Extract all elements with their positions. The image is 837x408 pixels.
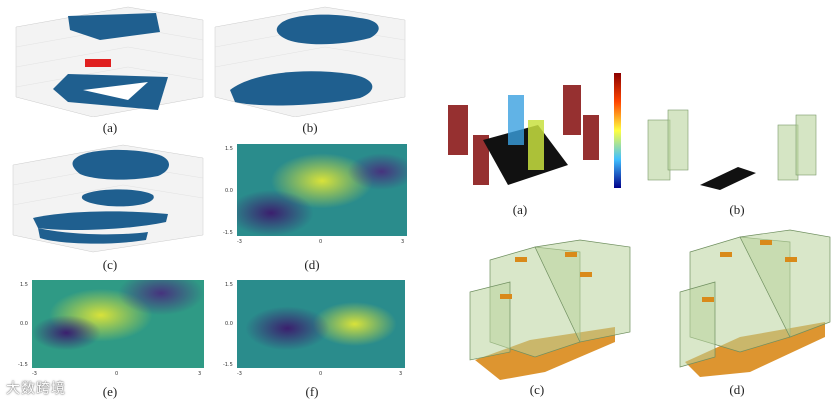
right-caption-b: (b) [729, 202, 745, 217]
svg-text:-1.5: -1.5 [18, 362, 28, 368]
right-panel-b-plot [647, 109, 817, 190]
left-caption-a: (a) [102, 120, 118, 135]
lower-blob [230, 71, 373, 106]
right-panel-d [640, 222, 835, 380]
right-caption-d: (d) [729, 382, 745, 397]
left-panel-a [8, 2, 208, 117]
svg-text:3: 3 [198, 371, 201, 377]
left-panel-e-heatmap: 1.5 0.0 -1.5 -3 0 3 [18, 280, 204, 377]
left-panel-f-heatmap: 1.5 0.0 -1.5 -3 0 3 [223, 280, 405, 377]
svg-text:3: 3 [399, 371, 402, 377]
upper-blob [276, 14, 379, 45]
left-panel-d: 1.5 0.0 -1.5 -3 0 3 [215, 142, 410, 255]
svg-text:3: 3 [401, 239, 404, 245]
right-panel-d-plot [679, 229, 831, 377]
svg-text:0: 0 [319, 371, 322, 377]
svg-text:0: 0 [115, 371, 118, 377]
left-caption-f: (f) [305, 384, 319, 399]
svg-text:0: 0 [319, 239, 322, 245]
upper-blob [68, 13, 160, 40]
red-block [85, 59, 111, 67]
left-panel-c-plot [12, 144, 204, 253]
watermark-text: 大数跨境 [6, 381, 66, 397]
left-panel-e: 1.5 0.0 -1.5 -3 0 3 [10, 278, 210, 383]
right-panel-c-plot [469, 239, 631, 380]
svg-text:0.0: 0.0 [20, 321, 28, 327]
svg-text:-3: -3 [32, 371, 37, 377]
left-caption-c: (c) [102, 257, 118, 272]
left-panel-b-plot [214, 6, 406, 117]
left-panel-a-plot [15, 6, 204, 117]
right-panel-b [638, 95, 833, 195]
right-caption-c: (c) [529, 382, 545, 397]
left-panel-f: 1.5 0.0 -1.5 -3 0 3 [215, 278, 410, 383]
left-panel-b [210, 2, 410, 117]
right-caption-a: (a) [512, 202, 528, 217]
left-caption-b: (b) [302, 120, 318, 135]
svg-text:0.0: 0.0 [225, 188, 233, 194]
svg-text:-3: -3 [237, 239, 242, 245]
right-panel-a-plot [448, 73, 621, 188]
svg-text:1.5: 1.5 [225, 146, 233, 152]
left-panel-d-heatmap: 1.5 0.0 -1.5 -3 0 3 [223, 144, 407, 245]
right-panel-a [428, 65, 633, 205]
svg-text:-1.5: -1.5 [223, 230, 233, 236]
colorbar [614, 73, 621, 188]
svg-text:0.0: 0.0 [225, 321, 233, 327]
left-caption-e: (e) [102, 384, 118, 399]
left-panel-c [8, 140, 208, 255]
svg-text:1.5: 1.5 [20, 282, 28, 288]
svg-text:1.5: 1.5 [225, 282, 233, 288]
right-panel-c [430, 232, 635, 380]
svg-text:-3: -3 [237, 371, 242, 377]
svg-text:-1.5: -1.5 [223, 362, 233, 368]
left-caption-d: (d) [304, 257, 320, 272]
